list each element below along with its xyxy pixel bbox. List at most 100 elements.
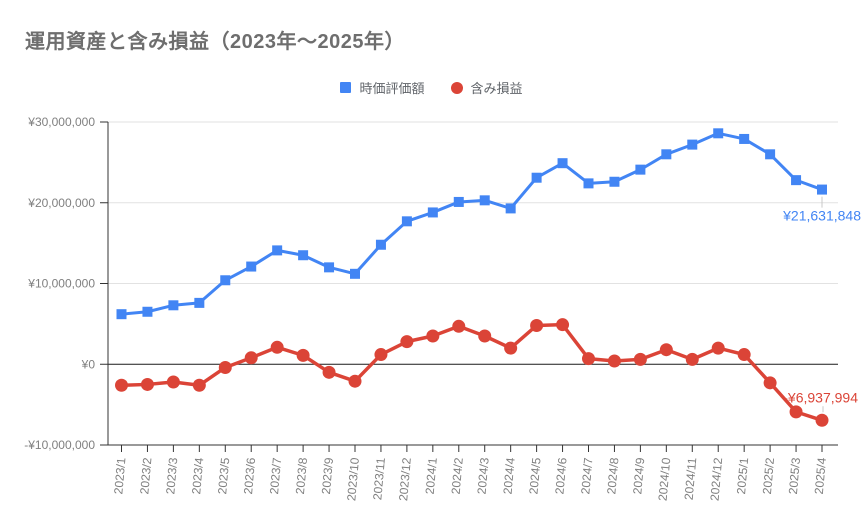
chart-legend: 時価評価額 含み損益 xyxy=(0,78,863,97)
data-point-marker[interactable] xyxy=(531,172,542,183)
legend-item-unrealized-pl[interactable]: 含み損益 xyxy=(450,78,523,97)
data-point-marker[interactable] xyxy=(375,239,386,250)
x-tick-label: 2024/7 xyxy=(578,457,595,495)
data-point-marker[interactable] xyxy=(244,351,258,365)
legend-item-market-value[interactable]: 時価評価額 xyxy=(340,78,425,97)
data-point-marker[interactable] xyxy=(220,275,231,286)
y-tick-label: -¥10,000,000 xyxy=(24,438,95,452)
data-point-marker[interactable] xyxy=(298,250,309,261)
x-tick-label: 2024/6 xyxy=(552,457,569,495)
data-point-marker[interactable] xyxy=(166,375,180,389)
x-tick-label: 2023/2 xyxy=(137,457,154,495)
data-point-marker[interactable] xyxy=(478,329,492,343)
legend-square-marker-icon xyxy=(340,82,352,93)
x-tick-label: 2023/8 xyxy=(293,457,310,495)
x-tick-label: 2024/3 xyxy=(475,457,492,495)
data-point-marker[interactable] xyxy=(609,176,620,187)
x-tick-label: 2024/11 xyxy=(682,457,700,501)
data-point-marker[interactable] xyxy=(737,348,751,362)
data-point-marker[interactable] xyxy=(348,374,362,388)
x-tick-label: 2024/2 xyxy=(449,457,466,495)
data-point-marker[interactable] xyxy=(685,352,699,366)
data-point-marker[interactable] xyxy=(583,178,594,189)
data-point-marker[interactable] xyxy=(116,309,127,320)
data-point-marker[interactable] xyxy=(711,341,725,355)
x-tick-label: 2023/6 xyxy=(241,457,258,495)
data-point-marker[interactable] xyxy=(374,348,388,362)
x-tick-label: 2025/3 xyxy=(786,457,803,495)
annotation-label: -¥6,937,994 xyxy=(783,389,858,405)
data-point-marker[interactable] xyxy=(401,216,412,227)
y-tick-label: ¥10,000,000 xyxy=(27,277,95,291)
x-tick-label: 2025/1 xyxy=(734,457,751,495)
x-tick-label: 2024/4 xyxy=(501,457,518,495)
y-tick-label: ¥0 xyxy=(81,357,96,371)
x-tick-label: 2023/12 xyxy=(396,457,414,502)
data-point-marker[interactable] xyxy=(687,139,698,150)
x-tick-label: 2023/9 xyxy=(319,457,336,495)
data-point-marker[interactable] xyxy=(633,352,647,366)
legend-label-market-value: 時価評価額 xyxy=(359,81,425,96)
data-point-marker[interactable] xyxy=(246,261,257,272)
chart-title: 運用資産と含み損益（2023年～2025年） xyxy=(25,31,405,53)
data-point-marker[interactable] xyxy=(452,319,466,333)
data-point-marker[interactable] xyxy=(142,306,153,317)
x-tick-label: 2023/11 xyxy=(370,457,388,501)
data-point-marker[interactable] xyxy=(765,149,776,160)
data-point-marker[interactable] xyxy=(192,378,206,392)
x-tick-label: 2024/5 xyxy=(526,457,543,495)
series-line-1 xyxy=(119,322,824,423)
data-point-marker[interactable] xyxy=(296,348,310,362)
x-tick-label: 2023/1 xyxy=(111,457,128,495)
x-tick-label: 2023/10 xyxy=(344,457,362,502)
x-tick-label: 2023/4 xyxy=(189,457,206,495)
data-point-marker[interactable] xyxy=(479,195,490,206)
data-point-marker[interactable] xyxy=(556,318,570,332)
series-line-0 xyxy=(120,131,824,316)
data-point-marker[interactable] xyxy=(194,297,205,308)
data-point-marker[interactable] xyxy=(713,128,724,139)
data-point-marker[interactable] xyxy=(427,207,438,218)
data-point-marker[interactable] xyxy=(557,158,568,169)
x-tick-label: 2024/10 xyxy=(656,457,674,502)
legend-label-unrealized-pl: 含み損益 xyxy=(470,81,523,96)
data-point-marker[interactable] xyxy=(789,405,803,419)
data-point-marker[interactable] xyxy=(426,329,440,343)
data-point-marker[interactable] xyxy=(324,262,335,273)
x-tick-label: 2024/1 xyxy=(423,457,440,495)
data-point-marker[interactable] xyxy=(635,164,646,175)
data-point-marker[interactable] xyxy=(815,413,829,427)
data-point-marker[interactable] xyxy=(530,318,544,332)
x-tick-label: 2025/4 xyxy=(812,457,829,495)
y-tick-label: ¥20,000,000 xyxy=(27,196,95,210)
data-point-marker[interactable] xyxy=(659,343,673,357)
data-point-marker[interactable] xyxy=(272,245,283,256)
data-point-marker[interactable] xyxy=(270,340,284,354)
data-point-marker[interactable] xyxy=(140,377,154,391)
data-point-marker[interactable] xyxy=(168,300,179,311)
data-point-marker[interactable] xyxy=(582,352,595,366)
data-point-marker[interactable] xyxy=(218,360,232,374)
data-point-marker[interactable] xyxy=(350,268,360,279)
data-point-marker[interactable] xyxy=(763,376,777,390)
data-point-marker[interactable] xyxy=(817,184,827,195)
x-tick-label: 2023/7 xyxy=(267,457,284,495)
data-point-marker[interactable] xyxy=(739,133,750,144)
data-point-marker[interactable] xyxy=(791,175,802,186)
x-tick-label: 2024/9 xyxy=(630,457,647,495)
data-point-marker[interactable] xyxy=(607,354,621,368)
x-tick-label: 2023/5 xyxy=(215,457,232,495)
data-point-marker[interactable] xyxy=(505,203,516,214)
data-point-marker[interactable] xyxy=(322,365,336,379)
y-tick-label: ¥30,000,000 xyxy=(27,115,95,129)
data-point-marker[interactable] xyxy=(400,335,414,349)
data-point-marker[interactable] xyxy=(453,196,464,207)
x-tick-label: 2025/2 xyxy=(760,457,777,495)
x-tick-label: 2023/3 xyxy=(163,457,180,495)
data-point-marker[interactable] xyxy=(115,378,128,392)
annotation-label: ¥21,631,848 xyxy=(782,208,861,224)
data-point-marker[interactable] xyxy=(661,149,672,160)
data-point-marker[interactable] xyxy=(504,341,518,355)
